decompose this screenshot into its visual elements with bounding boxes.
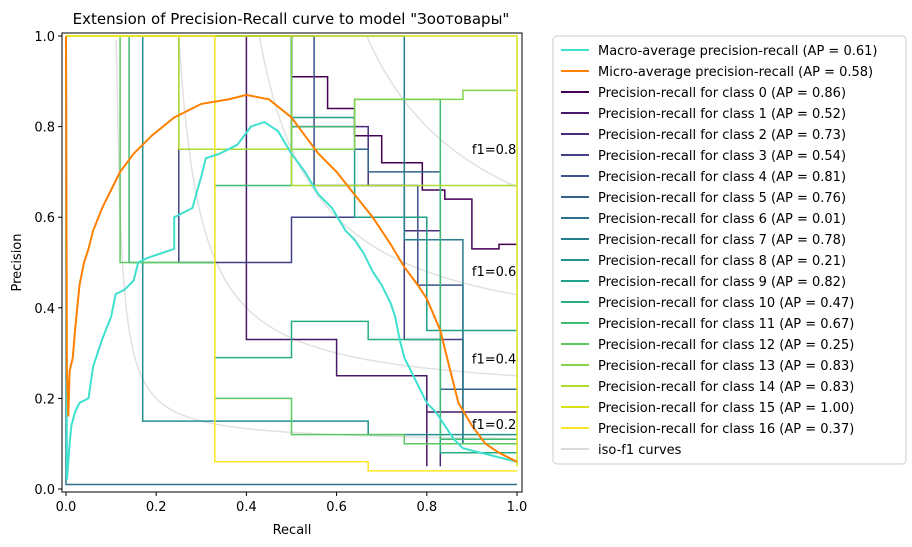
iso-f1-label: f1=0.2 [472, 418, 516, 433]
legend-entry: Precision-recall for class 2 (AP = 0.73) [598, 128, 846, 143]
series-line-3 [66, 35, 517, 467]
legend-entry: Precision-recall for class 13 (AP = 0.83… [598, 359, 854, 374]
series-line-15 [66, 35, 517, 151]
plot-area: f1=0.2 f1=0.4 f1=0.6 f1=0.8 0.0 0.2 0.4 0.6 0.8 1… [10, 30, 527, 538]
legend-entry: Precision-recall for class 14 (AP = 0.83… [598, 380, 854, 395]
legend-entry: Precision-recall for class 3 (AP = 0.54) [598, 149, 846, 164]
y-axis-label: Precision [10, 233, 25, 291]
y-tick-label: 0.2 [34, 392, 55, 407]
legend-entry: Precision-recall for class 6 (AP = 0.01) [598, 212, 846, 227]
legend-entry: Micro-average precision-recall (AP = 0.5… [598, 65, 873, 80]
legend-entry: Precision-recall for class 9 (AP = 0.82) [598, 275, 846, 290]
series-line-1 [65, 35, 518, 463]
legend-entry: Precision-recall for class 7 (AP = 0.78) [598, 233, 846, 248]
x-tick-label: 0.4 [236, 500, 257, 515]
x-axis-label: Recall [273, 523, 312, 538]
legend-entry: Precision-recall for class 12 (AP = 0.25… [598, 338, 854, 353]
series-line-0 [65, 35, 518, 480]
legend-entry: iso-f1 curves [598, 443, 682, 458]
legend: Macro-average precision-recall (AP = 0.6… [552, 35, 907, 465]
y-tick-label: 0.4 [34, 302, 55, 317]
legend-entry: Precision-recall for class 8 (AP = 0.21) [598, 254, 846, 269]
legend-entry: Precision-recall for class 5 (AP = 0.76) [598, 191, 846, 206]
legend-box [552, 35, 907, 465]
iso-f1-label: f1=0.6 [472, 265, 516, 280]
y-tick-label: 1.0 [34, 30, 55, 45]
y-tick-label: 0.8 [34, 121, 55, 136]
chart-title: Extension of Precision-Recall curve to m… [73, 10, 510, 28]
iso-f1-label: f1=0.8 [472, 143, 516, 158]
x-tick-label: 1.0 [507, 500, 528, 515]
iso-f1-curve-0.6 [258, 36, 518, 296]
iso-f1-curve-0.4 [178, 36, 518, 377]
curves-layer [65, 35, 518, 486]
legend-entry: Precision-recall for class 4 (AP = 0.81) [598, 170, 846, 185]
legend-entry: Precision-recall for class 0 (AP = 0.86) [598, 86, 846, 101]
iso-f1-curve-0.8 [366, 35, 518, 188]
y-tick-label: 0.6 [34, 211, 55, 226]
x-tick-label: 0.0 [56, 500, 77, 515]
axes-frame [61, 32, 523, 493]
series-line-14 [66, 35, 517, 445]
x-tick-label: 0.6 [326, 500, 347, 515]
y-tick-label: 0.0 [34, 483, 55, 498]
x-tick-label: 0.2 [146, 500, 167, 515]
legend-entry: Macro-average precision-recall (AP = 0.6… [598, 44, 877, 59]
iso-f1-curve-0.2 [115, 39, 518, 440]
series-line-17 [66, 35, 518, 467]
series-line-2 [66, 35, 517, 250]
legend-entry: Precision-recall for class 10 (AP = 0.47… [598, 296, 854, 311]
series-line-18 [66, 35, 517, 472]
iso-f1-label: f1=0.4 [472, 352, 516, 367]
legend-entry: Precision-recall for class 1 (AP = 0.52) [598, 107, 846, 122]
x-tick-label: 0.8 [416, 500, 437, 515]
legend-entry: Precision-recall for class 15 (AP = 1.00… [598, 401, 854, 416]
legend-entry: Precision-recall for class 11 (AP = 0.67… [598, 317, 854, 332]
legend-entry: Precision-recall for class 16 (AP = 0.37… [598, 422, 854, 437]
